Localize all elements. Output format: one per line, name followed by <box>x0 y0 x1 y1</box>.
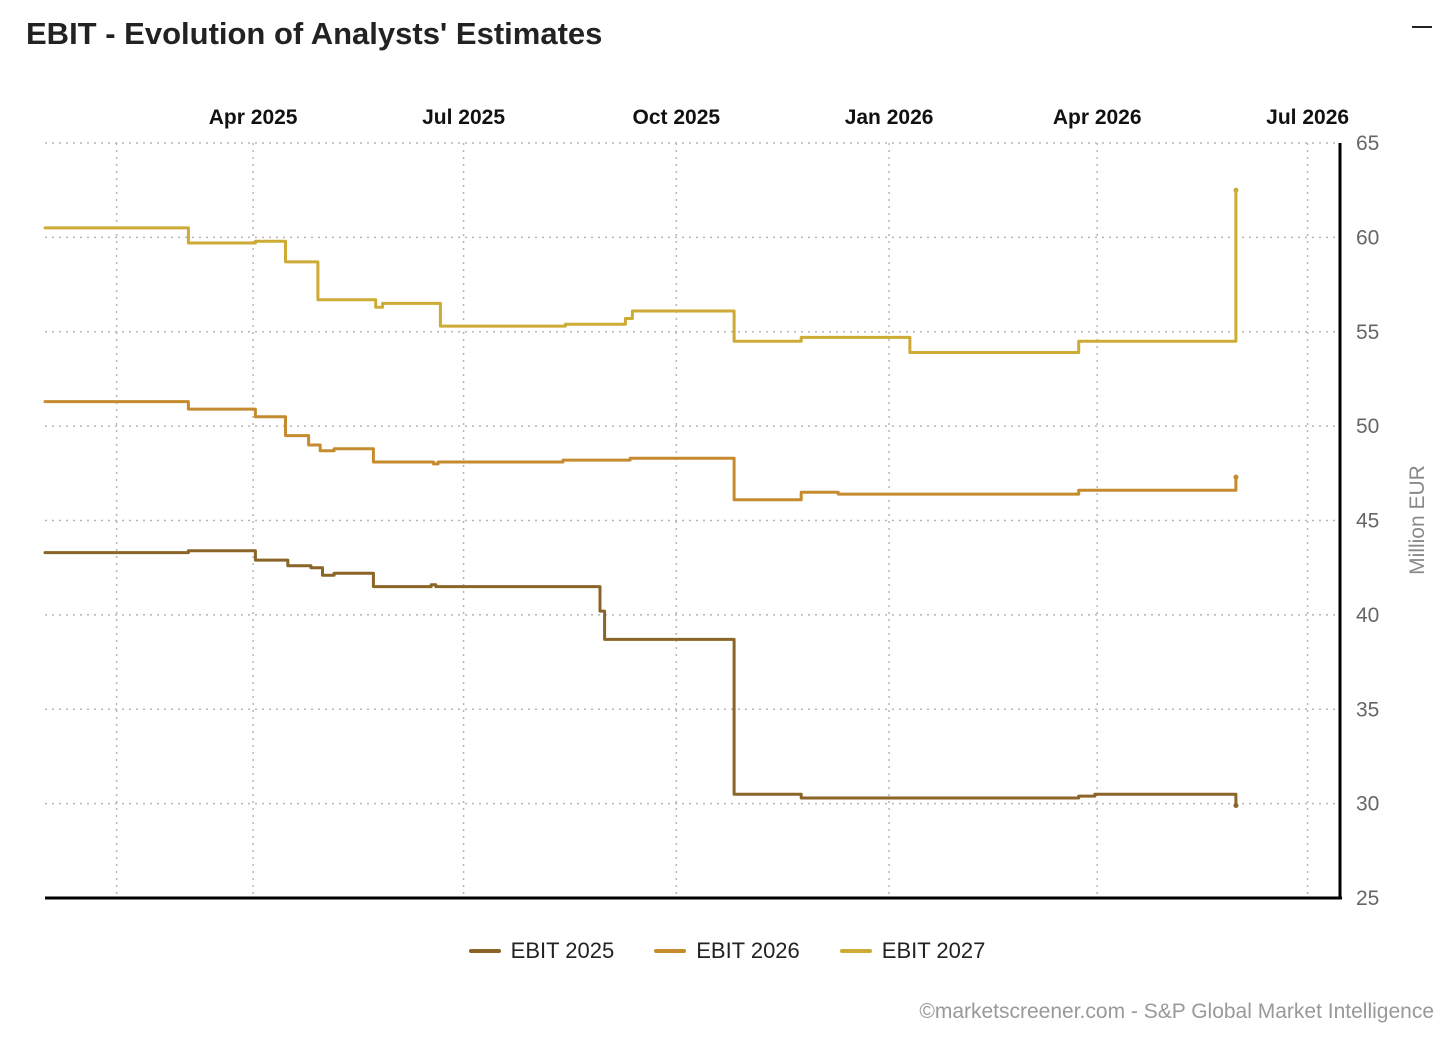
series-end-point-2 <box>1233 474 1239 480</box>
legend-item-3[interactable]: EBIT 2027 <box>839 938 986 964</box>
y-axis-title: Million EUR <box>1406 465 1429 575</box>
series-line-2 <box>43 400 1238 502</box>
series-end-point-3 <box>1233 187 1239 193</box>
legend-swatch <box>839 949 872 953</box>
legend-item-2[interactable]: EBIT 2026 <box>654 938 800 964</box>
legend-label: EBIT 2025 <box>510 938 615 963</box>
legend-swatch <box>654 949 687 953</box>
credits-text: ©marketscreener.com - S&P Global Market … <box>919 1000 1434 1023</box>
x-tick-label: Jan 2026 <box>845 106 934 129</box>
y-tick-label: 40 <box>1356 604 1379 627</box>
x-tick-label: Apr 2025 <box>209 106 298 129</box>
legend-item-1[interactable]: EBIT 2025 <box>468 938 615 964</box>
y-tick-label: 30 <box>1356 793 1379 816</box>
series-end-point-1 <box>1233 803 1239 809</box>
y-tick-label: 60 <box>1356 226 1379 249</box>
y-tick-label: 25 <box>1356 887 1379 910</box>
x-tick-label: Oct 2025 <box>633 106 721 129</box>
series-line-1 <box>43 549 1238 807</box>
series-lines <box>43 187 1239 809</box>
chart-svg: 25 30 35 40 45 50 55 60 65 Apr 2025 Jul 2025 Oct 20… <box>43 106 1429 910</box>
x-tick-label: Jul 2026 <box>1266 106 1349 129</box>
legend: EBIT 2025 EBIT 2026 EBIT 2027 <box>0 938 1454 964</box>
y-tick-label: 65 <box>1356 132 1379 155</box>
x-tick-label: Jul 2025 <box>422 106 505 129</box>
tick-labels: 25 30 35 40 45 50 55 60 65 Apr 2025 Jul 2025 Oct 20… <box>209 106 1380 910</box>
y-tick-label: 45 <box>1356 510 1379 533</box>
legend-label: EBIT 2026 <box>696 938 800 963</box>
axes <box>45 143 1342 900</box>
series-line-3 <box>43 188 1238 354</box>
legend-swatch <box>468 949 501 953</box>
y-tick-label: 55 <box>1356 321 1379 344</box>
chart-title: EBIT - Evolution of Analysts' Estimates <box>26 16 603 51</box>
legend-label: EBIT 2027 <box>881 938 986 963</box>
chart-menu-icon[interactable] <box>1412 26 1432 28</box>
y-tick-label: 50 <box>1356 415 1379 438</box>
grid-lines <box>45 142 1340 898</box>
x-tick-label: Apr 2026 <box>1053 106 1142 129</box>
y-tick-label: 35 <box>1356 698 1379 721</box>
